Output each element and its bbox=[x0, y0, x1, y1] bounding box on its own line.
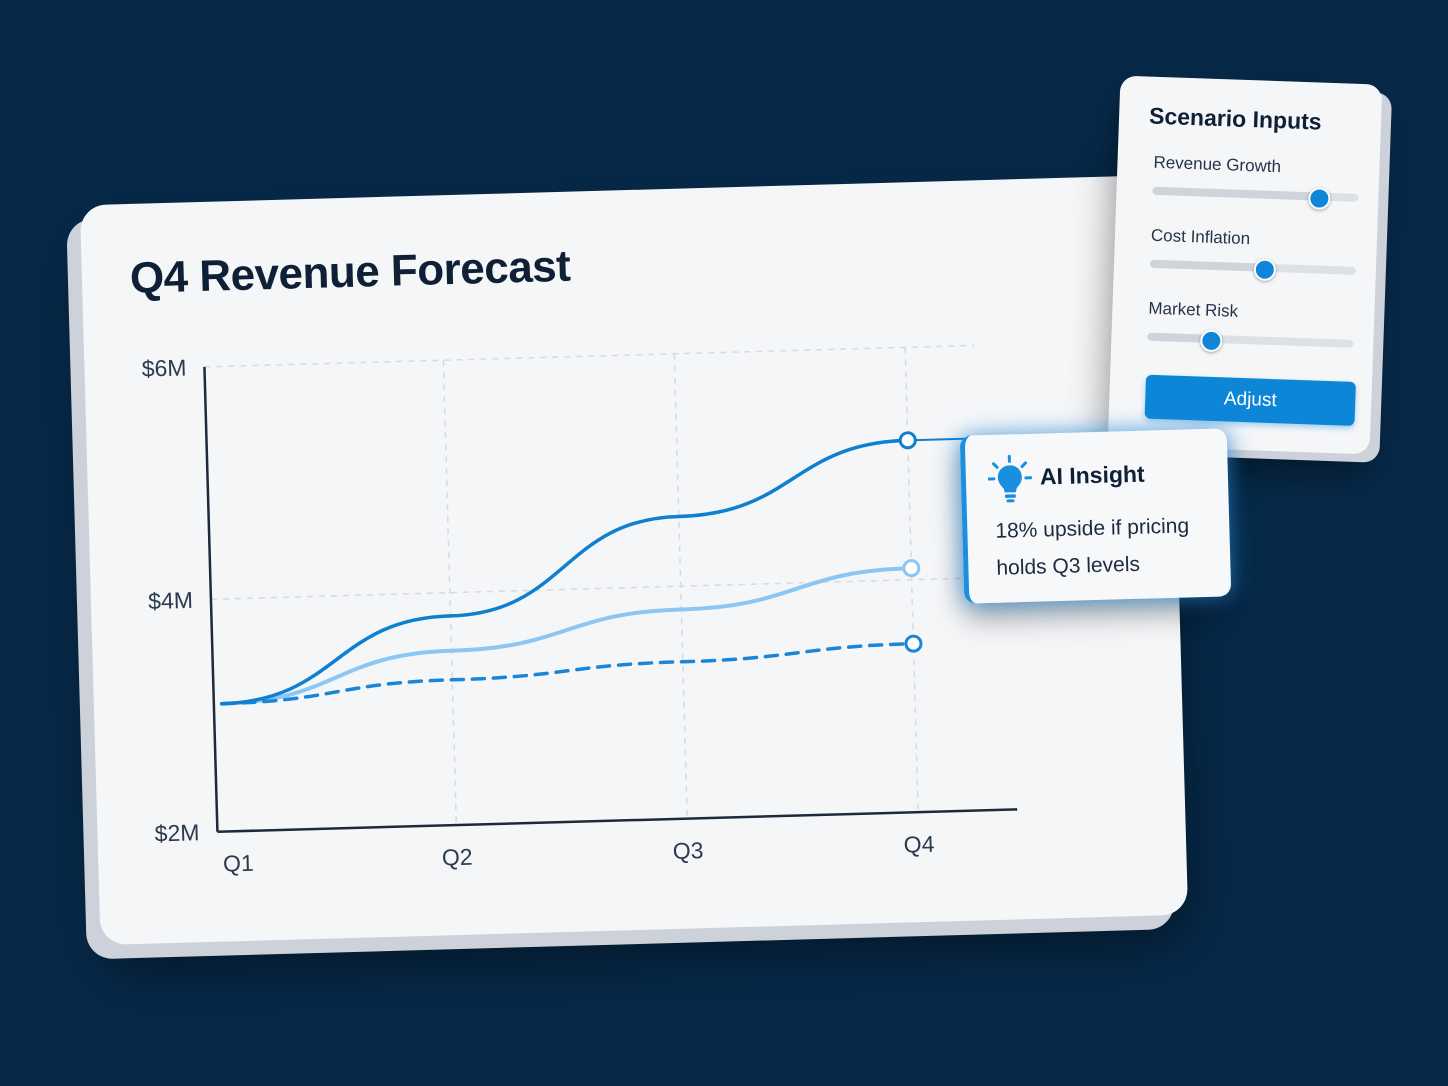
grid-line-vertical bbox=[442, 360, 458, 826]
revenue-growth-slider[interactable] bbox=[1152, 186, 1359, 210]
slider-thumb[interactable] bbox=[1199, 329, 1223, 353]
revenue-growth-label: Revenue Growth bbox=[1153, 152, 1282, 177]
series-endpoint-0 bbox=[898, 431, 917, 450]
slider-thumb[interactable] bbox=[1307, 187, 1331, 210]
insight-text: 18% upside if pricing holds Q3 levels bbox=[995, 514, 1190, 580]
revenue-line-chart: $2M $4M $6M Q1 Q2 Q3 Q4 bbox=[141, 344, 1018, 877]
series-line-1 bbox=[219, 566, 914, 706]
series-endpoint-1 bbox=[902, 559, 921, 578]
cost-inflation-label: Cost Inflation bbox=[1150, 225, 1251, 249]
lightbulb-icon bbox=[987, 454, 1033, 503]
y-axis bbox=[203, 366, 219, 832]
x-tick-label: Q3 bbox=[672, 837, 703, 864]
insight-title: AI Insight bbox=[1039, 460, 1145, 490]
panel-title: Scenario Inputs bbox=[1148, 102, 1323, 135]
grid-line-horizontal bbox=[204, 344, 975, 368]
y-tick-label: $4M bbox=[148, 587, 193, 614]
grid-line-vertical bbox=[904, 347, 919, 813]
revenue-growth-slider-group: Revenue Growth bbox=[1152, 152, 1359, 210]
y-tick-label: $2M bbox=[154, 819, 199, 846]
market-risk-slider-group: Market Risk bbox=[1147, 298, 1354, 353]
x-tick-label: Q1 bbox=[223, 850, 254, 877]
slider-thumb[interactable] bbox=[1253, 258, 1277, 282]
x-tick-label: Q4 bbox=[903, 831, 935, 858]
forecast-chart-card: Q4 Revenue Forecast $2M $4M $6M Q1 Q2 Q3 Q4 bbox=[79, 174, 1189, 946]
x-axis bbox=[217, 808, 1018, 833]
cost-inflation-slider[interactable] bbox=[1149, 258, 1357, 282]
y-tick-label: $6M bbox=[141, 354, 186, 381]
scenario-inputs-panel: Scenario Inputs Revenue Growth Cost Infl… bbox=[1107, 75, 1383, 455]
x-tick-label: Q2 bbox=[442, 844, 473, 871]
series-endpoint-2 bbox=[904, 634, 923, 653]
grid-line-horizontal bbox=[210, 577, 981, 601]
slider-fill bbox=[1152, 186, 1318, 201]
ai-insight-card: AI Insight 18% upside if pricing holds Q… bbox=[959, 428, 1232, 604]
series-line-0 bbox=[220, 438, 910, 706]
market-risk-slider[interactable] bbox=[1147, 329, 1354, 353]
market-risk-label: Market Risk bbox=[1148, 298, 1239, 321]
series-line-2 bbox=[220, 641, 916, 706]
grid-line-vertical bbox=[673, 353, 688, 819]
adjust-button[interactable]: Adjust bbox=[1144, 374, 1356, 426]
cost-inflation-slider-group: Cost Inflation bbox=[1149, 225, 1357, 282]
slider-fill bbox=[1149, 259, 1264, 272]
